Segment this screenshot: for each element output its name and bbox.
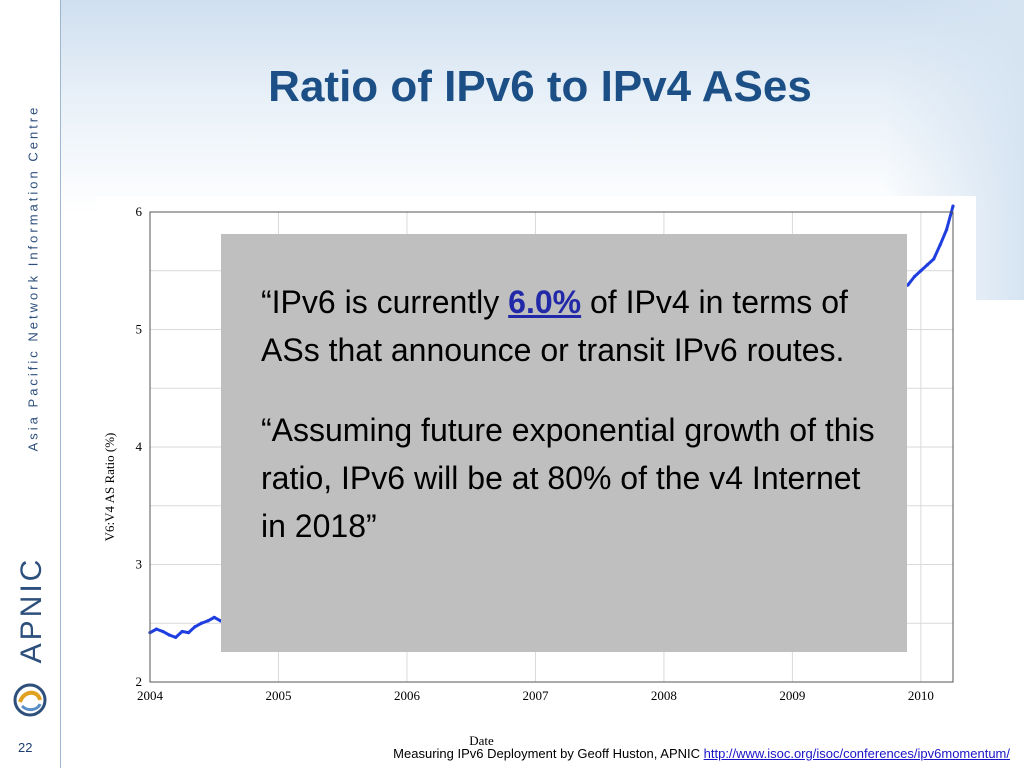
slide-title: Ratio of IPv6 to IPv4 ASes xyxy=(268,62,812,111)
series-point xyxy=(206,619,210,623)
footer: Measuring IPv6 Deployment by Geoff Husto… xyxy=(393,746,1010,761)
series-point xyxy=(154,627,159,631)
series-point xyxy=(186,631,191,635)
sidebar: Asia Pacific Network Information Centre … xyxy=(0,0,61,768)
x-tick-label: 2006 xyxy=(394,688,421,703)
y-tick-label: 4 xyxy=(136,439,143,454)
y-tick-label: 5 xyxy=(136,322,143,337)
quote-box: “IPv6 is currently 6.0% of IPv4 in terms… xyxy=(221,234,907,652)
series-point xyxy=(174,635,178,639)
x-tick-label: 2010 xyxy=(908,688,934,703)
y-tick-label: 2 xyxy=(136,674,143,689)
y-tick-label: 6 xyxy=(136,204,143,219)
plot-frame xyxy=(149,211,954,683)
x-axis-label: Date xyxy=(469,733,494,748)
series-point xyxy=(161,629,165,634)
apnic-logo-text: APNIC xyxy=(15,556,48,664)
y-tick-label: 3 xyxy=(136,557,143,572)
x-tick-label: 2005 xyxy=(265,688,291,703)
slide-number: 22 xyxy=(18,740,33,755)
organization-name: Asia Pacific Network Information Centre xyxy=(25,104,41,452)
series-point xyxy=(919,269,923,273)
series-point xyxy=(193,625,197,629)
quote-paragraph-1: “IPv6 is currently 6.0% of IPv4 in terms… xyxy=(261,278,877,374)
series-point xyxy=(938,243,942,247)
quote-text-before: “IPv6 is currently xyxy=(261,284,509,320)
footer-citation: Measuring IPv6 Deployment by Geoff Husto… xyxy=(393,746,704,761)
series-point xyxy=(912,275,917,279)
header-background xyxy=(60,0,1024,215)
series-point xyxy=(212,615,216,619)
footer-link[interactable]: http://www.isoc.org/isoc/conferences/ipv… xyxy=(703,746,1010,761)
quote-highlight-value[interactable]: 6.0% xyxy=(508,284,582,320)
apnic-swirl-icon xyxy=(13,683,47,717)
series-point xyxy=(944,228,949,232)
quote-text-after: of IPv4 in terms of ASs that announce or… xyxy=(261,284,848,368)
y-axis-label: V6:V4 AS Ratio (%) xyxy=(102,433,117,542)
x-tick-label: 2004 xyxy=(137,688,164,703)
series-point xyxy=(906,283,910,287)
series-point xyxy=(167,633,171,637)
quote-paragraph-2: “Assuming future exponential growth of t… xyxy=(261,412,875,544)
series-point xyxy=(925,263,929,267)
series-point xyxy=(199,621,203,625)
series-point xyxy=(951,204,955,208)
series-point xyxy=(180,629,184,634)
x-tick-label: 2009 xyxy=(779,688,805,703)
x-tick-label: 2008 xyxy=(651,688,677,703)
series-point xyxy=(932,257,936,261)
x-tick-label: 2007 xyxy=(522,688,549,703)
